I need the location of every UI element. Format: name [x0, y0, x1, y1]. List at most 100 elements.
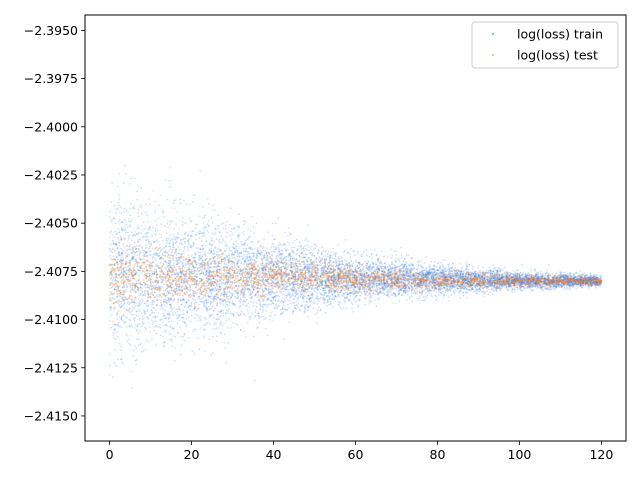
train-point [120, 212, 123, 215]
train-point [258, 303, 261, 305]
train-point [200, 284, 203, 287]
train-point [141, 212, 143, 214]
train-point [441, 284, 444, 287]
train-point [440, 261, 442, 264]
train-point [199, 327, 202, 330]
train-point [118, 204, 120, 207]
train-point [277, 217, 280, 219]
train-point [131, 246, 134, 249]
train-point [208, 224, 211, 227]
train-point [110, 309, 112, 311]
train-point [424, 273, 427, 276]
train-point [140, 187, 143, 190]
train-point [309, 290, 312, 293]
train-point [285, 255, 288, 258]
train-point [236, 324, 239, 326]
train-point [314, 290, 317, 293]
train-point [508, 279, 510, 282]
train-point [371, 292, 374, 295]
train-point [113, 204, 116, 207]
train-point [389, 291, 392, 294]
train-point [139, 300, 142, 303]
train-point [359, 294, 362, 297]
train-point [316, 311, 319, 314]
train-point [172, 300, 175, 303]
train-point [108, 215, 111, 218]
train-point [168, 338, 171, 341]
train-point [512, 273, 515, 276]
train-point [233, 265, 236, 267]
train-point [113, 236, 116, 239]
train-point [282, 293, 285, 296]
train-point [161, 307, 164, 310]
train-point [149, 273, 152, 275]
train-point [293, 307, 296, 310]
train-point [115, 267, 117, 270]
train-point [125, 289, 127, 291]
train-point [162, 271, 165, 274]
train-point [162, 289, 165, 292]
train-point [307, 306, 309, 309]
train-point [598, 281, 601, 284]
train-point [278, 295, 281, 298]
train-point [254, 315, 256, 318]
train-point [242, 247, 245, 250]
train-point [221, 298, 224, 300]
train-point [357, 305, 360, 308]
train-point [132, 317, 135, 320]
train-point [424, 274, 427, 277]
train-point [465, 261, 467, 263]
train-point [130, 239, 133, 242]
train-point [207, 264, 210, 266]
train-point [377, 297, 379, 300]
train-point [398, 299, 401, 302]
train-point [128, 218, 131, 220]
train-point [283, 298, 286, 301]
train-point [151, 304, 153, 306]
train-point [228, 249, 231, 252]
train-point [279, 269, 282, 271]
train-point [333, 275, 336, 277]
train-point [167, 226, 169, 229]
train-point [405, 287, 408, 290]
train-point [210, 301, 213, 304]
train-point [242, 223, 245, 226]
train-point [436, 296, 438, 299]
train-point [326, 255, 329, 258]
train-point [148, 243, 151, 245]
train-point [130, 177, 133, 180]
train-point [198, 215, 201, 218]
train-point [214, 231, 217, 234]
train-point [365, 248, 368, 251]
train-point [454, 267, 457, 270]
train-point [122, 182, 125, 185]
train-point [296, 286, 299, 289]
train-point [295, 253, 298, 255]
train-point [321, 262, 324, 264]
train-point [251, 264, 253, 266]
train-point [341, 294, 344, 296]
train-point [141, 315, 144, 318]
train-point [356, 299, 358, 302]
train-point [218, 238, 221, 241]
train-point [258, 321, 261, 324]
train-point [170, 310, 173, 312]
train-point [244, 239, 247, 242]
train-point [257, 241, 259, 244]
train-point [129, 335, 132, 337]
train-point [267, 298, 269, 301]
train-point [480, 278, 482, 281]
train-point [382, 265, 385, 268]
train-point [150, 275, 153, 278]
train-point [257, 296, 259, 299]
train-point [253, 232, 256, 235]
train-point [154, 259, 157, 262]
train-point [353, 287, 355, 290]
train-point [420, 260, 423, 262]
train-point [328, 270, 331, 273]
train-point [568, 279, 570, 282]
train-point [417, 275, 419, 277]
train-point [154, 227, 157, 230]
train-point [266, 289, 268, 292]
train-point [294, 291, 297, 294]
